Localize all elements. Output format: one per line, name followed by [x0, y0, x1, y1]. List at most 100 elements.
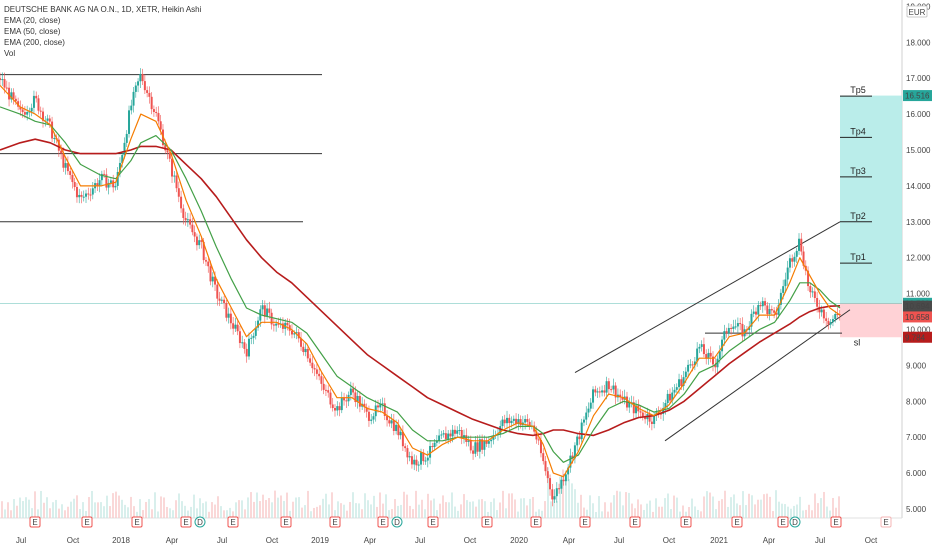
candle-body [241, 342, 244, 344]
volume-bar [595, 511, 597, 518]
candle-body [673, 389, 676, 393]
y-tick-label: 18.000 [906, 38, 931, 47]
currency-box[interactable] [906, 5, 928, 18]
earnings-marker[interactable] [131, 516, 143, 528]
candle-body [404, 446, 407, 449]
candle-body [39, 110, 42, 112]
channel-upper-line[interactable] [574, 221, 841, 374]
candle-body [632, 402, 635, 414]
event-marker-label: E [332, 518, 337, 527]
dividend-marker[interactable] [391, 516, 403, 528]
volume-bar [472, 501, 474, 518]
volume-bar [271, 502, 273, 518]
volume-bar [769, 496, 771, 518]
y-tick-label: 5.000 [906, 505, 927, 514]
legend-ema50[interactable]: EMA (50, close) [4, 27, 61, 36]
volume-bar [805, 509, 807, 518]
candle-body [338, 406, 341, 411]
volume-bar [715, 509, 717, 518]
candle-body [53, 137, 56, 139]
candle-body [91, 188, 94, 195]
earnings-marker[interactable] [427, 516, 439, 528]
earnings-marker[interactable] [530, 516, 542, 528]
volume-bar [703, 496, 705, 518]
channel-lower-line[interactable] [664, 309, 851, 442]
legend: DEUTSCHE BANK AG NA O.N., 1D, XETR, Heik… [4, 4, 201, 59]
x-tick-label: 2020 [510, 536, 528, 545]
earnings-marker[interactable] [280, 516, 292, 528]
legend-ema200[interactable]: EMA (200, close) [4, 38, 65, 47]
earnings-marker[interactable] [579, 516, 591, 528]
earnings-marker[interactable] [731, 516, 743, 528]
volume-bar [214, 504, 216, 518]
candle-body [281, 323, 284, 329]
earnings-marker[interactable] [377, 516, 389, 528]
candle-body [386, 415, 389, 421]
volume-bar [508, 493, 510, 518]
volume-bar [232, 511, 234, 518]
candle-body [786, 267, 789, 280]
candle-body [198, 240, 201, 246]
legend-title[interactable]: DEUTSCHE BANK AG NA O.N., 1D, XETR, Heik… [4, 5, 202, 14]
legend-vol[interactable]: Vol [4, 49, 16, 58]
earnings-marker[interactable] [880, 516, 892, 528]
candle-body [132, 91, 135, 106]
x-tick-label: Apr [563, 536, 576, 545]
candle-body [453, 429, 456, 434]
volume-bar [151, 509, 153, 518]
candle-body [487, 441, 490, 444]
earnings-marker[interactable] [81, 516, 93, 528]
volume-bar [493, 498, 495, 518]
earnings-marker[interactable] [329, 516, 341, 528]
volume-bar [487, 511, 489, 518]
y-tick-label: 6.000 [906, 469, 927, 478]
volume-bar [394, 499, 396, 518]
earnings-marker[interactable] [227, 516, 239, 528]
candle-body [73, 182, 76, 188]
candle-body [474, 442, 477, 454]
volume-bar [742, 491, 744, 518]
volume-bar [130, 496, 132, 518]
volume-bar [736, 503, 738, 518]
earnings-marker[interactable] [830, 516, 842, 528]
earnings-marker[interactable] [481, 516, 493, 528]
dividend-marker[interactable] [789, 516, 801, 528]
ema200-line[interactable] [0, 138, 841, 437]
candle-body [383, 403, 386, 416]
candle-body [614, 385, 617, 398]
volume-bar [13, 499, 15, 518]
earnings-marker[interactable] [777, 516, 789, 528]
candle-body [128, 110, 131, 134]
legend-ema20[interactable]: EMA (20, close) [4, 16, 61, 25]
dividend-marker[interactable] [194, 516, 206, 528]
volume-bar [460, 504, 462, 518]
volume-bar [541, 510, 543, 518]
candle-body [272, 324, 275, 326]
x-tick-label: Oct [266, 536, 279, 545]
volume-bar [346, 510, 348, 518]
candle-body [671, 392, 674, 401]
candle-body [578, 436, 581, 440]
event-marker-label: E [380, 518, 385, 527]
candle-body [186, 219, 189, 221]
earnings-marker[interactable] [29, 516, 41, 528]
volume-bar [835, 507, 837, 518]
x-tick-label: 2018 [112, 536, 130, 545]
ema50-line[interactable] [0, 106, 841, 463]
candle-body [10, 92, 13, 100]
candle-body [755, 311, 757, 315]
candle-body [89, 194, 92, 196]
y-tick-label: 7.000 [906, 433, 927, 442]
volume-bar [388, 510, 390, 518]
volume-bar [187, 510, 189, 518]
earnings-marker[interactable] [629, 516, 641, 528]
x-tick-label: Oct [464, 536, 477, 545]
volume-bar [484, 501, 486, 518]
volume-bar [292, 501, 294, 518]
ema20-line[interactable] [0, 84, 841, 478]
earnings-marker[interactable] [180, 516, 192, 528]
volume-bar [40, 490, 42, 518]
earnings-marker[interactable] [680, 516, 692, 528]
candle-body [564, 474, 567, 482]
